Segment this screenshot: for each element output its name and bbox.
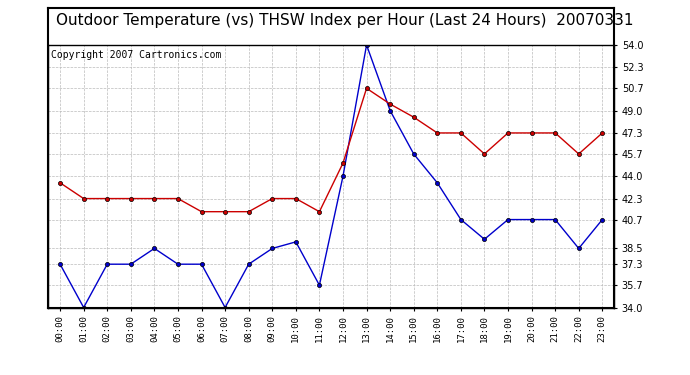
Text: Copyright 2007 Cartronics.com: Copyright 2007 Cartronics.com: [51, 50, 221, 60]
Text: Outdoor Temperature (vs) THSW Index per Hour (Last 24 Hours)  20070331: Outdoor Temperature (vs) THSW Index per …: [57, 13, 633, 28]
